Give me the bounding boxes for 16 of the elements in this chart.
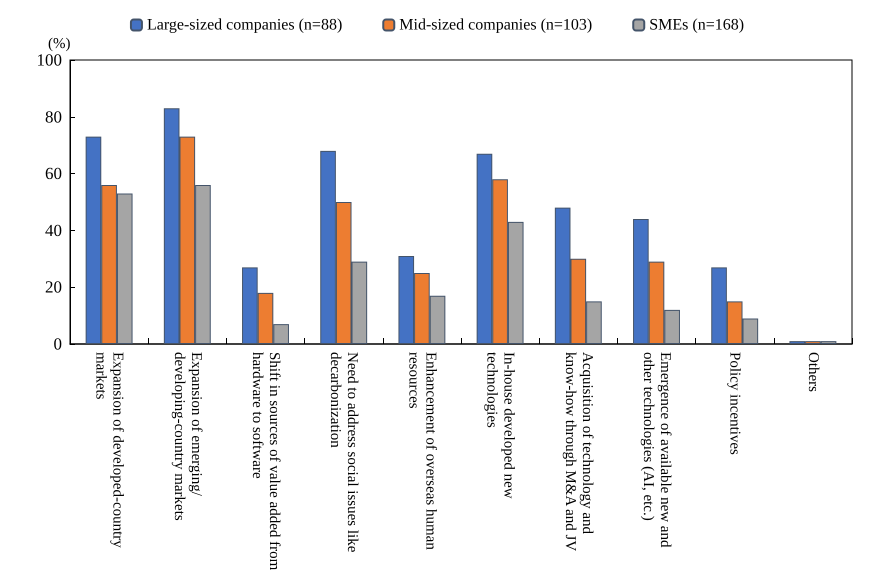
legend-label: Mid-sized companies (n=103) bbox=[399, 16, 592, 34]
y-axis-title: (%) bbox=[48, 36, 70, 52]
x-tick-label: Expansion of developed-country markets bbox=[92, 352, 126, 552]
y-tick-label: 80 bbox=[45, 107, 62, 126]
legend-label: Large-sized companies (n=88) bbox=[146, 16, 342, 34]
y-tick-label: 100 bbox=[36, 50, 62, 70]
x-tick-label: Enhancement of overseas human resources bbox=[405, 352, 438, 554]
x-tick-label: Emergence of available new and other technologies (AI, etc.) bbox=[640, 352, 673, 552]
x-tick-label: In-house developed new technologies bbox=[484, 352, 517, 502]
y-tick-label: 20 bbox=[45, 278, 62, 297]
legend-label: SMEs (n=168) bbox=[649, 16, 744, 34]
y-tick-label: 60 bbox=[45, 164, 62, 184]
y-tick-label: 0 bbox=[54, 334, 62, 354]
x-tick-label: Policy incentives bbox=[726, 352, 743, 456]
y-tick-label: 40 bbox=[45, 220, 62, 240]
x-tick-label: Others bbox=[804, 352, 821, 392]
